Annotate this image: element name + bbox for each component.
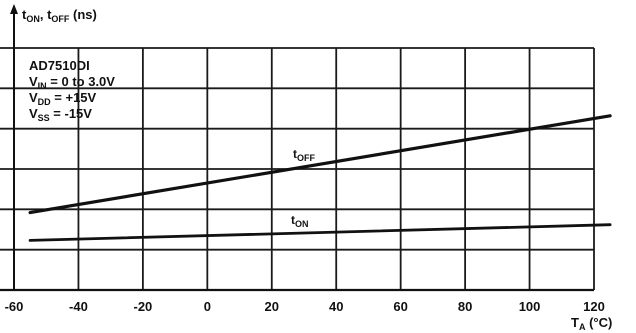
- series-group: [28, 114, 612, 242]
- x-tick-label: -40: [69, 299, 88, 314]
- x-tick-label: 100: [519, 299, 541, 314]
- x-tick-label: 60: [393, 299, 407, 314]
- y-axis-arrow: [10, 4, 18, 14]
- series-label-toff: tOFF: [293, 147, 315, 163]
- x-tick-label: -60: [5, 299, 24, 314]
- note-vin: VIN = 0 to 3.0V: [29, 74, 115, 91]
- note-vdd: VDD = +15V: [29, 90, 97, 107]
- series-line-ton: [28, 223, 612, 242]
- note-vss: VSS = -15V: [29, 106, 92, 123]
- series-line-toff: [28, 114, 612, 215]
- x-axis-title: TA (°C): [571, 315, 612, 332]
- conditions-note: AD7510DI VIN = 0 to 3.0V VDD = +15V VSS …: [29, 58, 115, 123]
- x-tick-label: 120: [583, 299, 605, 314]
- x-tick-label: 40: [329, 299, 343, 314]
- y-axis-title: tON, tOFF (ns): [22, 7, 97, 24]
- x-tick-label: 20: [265, 299, 279, 314]
- grid: [0, 4, 595, 292]
- x-tick-label: 80: [458, 299, 472, 314]
- x-tick-label: 0: [204, 299, 211, 314]
- note-part-number: AD7510DI: [29, 58, 90, 73]
- series-label-ton: tON: [291, 213, 309, 229]
- x-tick-labels: -60 -40 -20 0 20 40 60 80 100 120: [5, 299, 605, 314]
- x-tick-label: -20: [133, 299, 152, 314]
